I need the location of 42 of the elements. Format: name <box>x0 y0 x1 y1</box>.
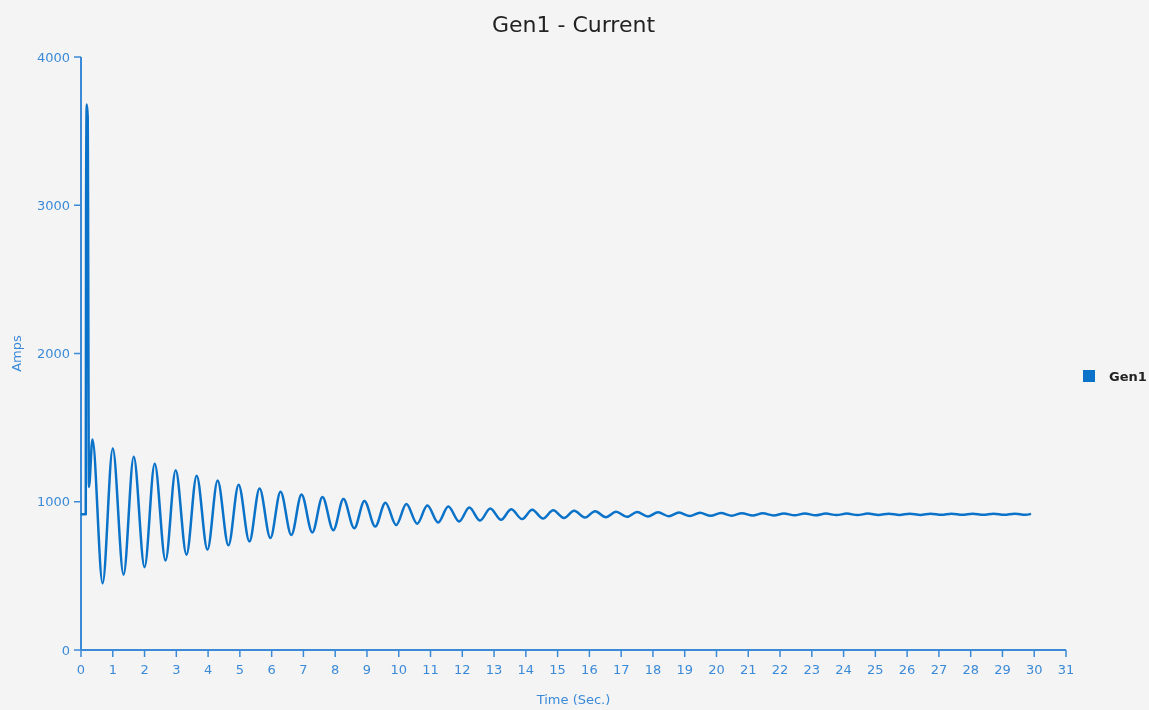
x-tick-label: 30 <box>1025 662 1043 677</box>
x-tick-label: 1 <box>108 662 117 677</box>
y-tick-label: 1000 <box>36 494 70 510</box>
x-tick-label: 7 <box>299 662 308 677</box>
x-tick-label: 2 <box>140 662 149 677</box>
x-tick-label: 21 <box>739 662 757 677</box>
x-tick-label: 15 <box>549 662 566 677</box>
x-tick-label: 26 <box>898 662 916 677</box>
x-tick-label: 27 <box>930 662 948 677</box>
x-tick-label: 31 <box>1057 662 1075 677</box>
x-tick-label: 16 <box>581 662 598 677</box>
x-tick-label: 8 <box>331 662 340 677</box>
x-tick-label: 4 <box>203 662 213 677</box>
y-tick-label: 4000 <box>36 49 70 65</box>
y-tick-label: 3000 <box>36 197 70 213</box>
x-tick-label: 6 <box>267 662 276 677</box>
chart-title: Gen1 - Current <box>491 12 656 37</box>
x-tick-label: 0 <box>76 662 86 677</box>
y-tick-label: 0 <box>61 642 70 658</box>
x-tick-label: 24 <box>835 662 852 677</box>
x-tick-label: 12 <box>454 662 471 677</box>
x-axis-title: Time (Sec.) <box>535 692 611 707</box>
x-tick-label: 25 <box>867 662 884 677</box>
x-tick-label: 11 <box>422 662 439 677</box>
x-tick-label: 17 <box>612 662 630 677</box>
x-tick-label: 28 <box>962 662 979 677</box>
x-tick-label: 18 <box>644 662 662 677</box>
x-tick-label: 19 <box>676 662 693 677</box>
x-tick-label: 10 <box>390 662 408 677</box>
x-tick-label: 22 <box>771 662 789 677</box>
x-tick-label: 29 <box>994 662 1011 677</box>
y-axis-title: Amps <box>9 334 24 372</box>
x-tick-label: 14 <box>517 662 535 677</box>
x-tick-label: 23 <box>803 662 821 677</box>
x-tick-label: 9 <box>362 662 372 677</box>
x-tick-label: 20 <box>708 662 725 677</box>
line-series <box>79 103 1033 585</box>
y-tick-label: 2000 <box>36 346 70 362</box>
x-tick-label: 13 <box>485 662 503 677</box>
x-tick-label: 3 <box>172 662 181 677</box>
x-tick-label: 5 <box>235 662 245 677</box>
legend-label: Gen1 <box>1109 368 1147 384</box>
